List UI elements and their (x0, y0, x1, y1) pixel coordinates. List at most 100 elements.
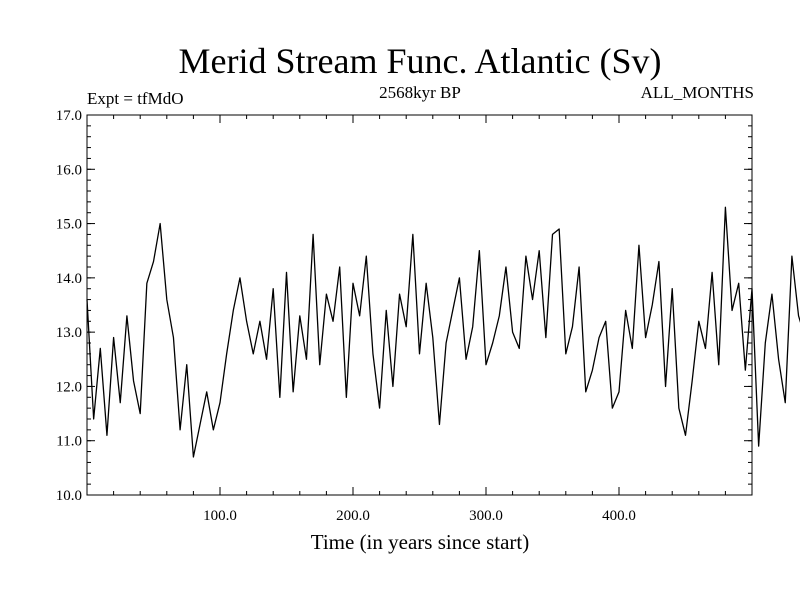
data-point (758, 445, 760, 447)
data-point (651, 304, 653, 306)
data-point (598, 337, 600, 339)
data-point (266, 358, 268, 360)
data-point (525, 255, 527, 257)
data-point (698, 320, 700, 322)
experiment-label: Expt = tfMdO (87, 89, 183, 108)
data-point (518, 348, 520, 350)
data-point (412, 234, 414, 236)
data-point (239, 277, 241, 279)
data-point (233, 310, 235, 312)
data-point (618, 391, 620, 393)
data-point (252, 353, 254, 355)
data-point (385, 310, 387, 312)
data-point (479, 250, 481, 252)
data-point (492, 342, 494, 344)
data-point (226, 353, 228, 355)
data-point (425, 282, 427, 284)
data-point (372, 353, 374, 355)
data-point (572, 326, 574, 328)
data-point (146, 282, 148, 284)
data-point (312, 234, 314, 236)
data-point (459, 277, 461, 279)
y-tick-label: 10.0 (56, 488, 82, 504)
data-point (731, 310, 733, 312)
data-point (133, 380, 135, 382)
data-point (605, 320, 607, 322)
chart-subtitle: 2568kyr BP (379, 83, 461, 102)
data-point (126, 315, 128, 317)
data-point (499, 315, 501, 317)
data-point (645, 337, 647, 339)
y-tick-label: 15.0 (56, 217, 82, 233)
data-point (465, 358, 467, 360)
data-point (286, 272, 288, 274)
data-point (186, 364, 188, 366)
data-point (578, 266, 580, 268)
data-point (332, 320, 334, 322)
y-tick-label: 16.0 (56, 162, 82, 178)
data-point (745, 369, 747, 371)
data-point (439, 424, 441, 426)
data-point (319, 364, 321, 366)
plot-frame (86, 114, 753, 496)
data-point (738, 282, 740, 284)
data-point (778, 358, 780, 360)
data-point (445, 342, 447, 344)
months-label: ALL_MONTHS (641, 83, 754, 102)
data-point (153, 261, 155, 263)
data-point (159, 223, 161, 225)
data-point (538, 250, 540, 252)
data-point (632, 348, 634, 350)
data-point (791, 255, 793, 257)
data-point (552, 234, 554, 236)
data-point (585, 391, 587, 393)
data-point (691, 380, 693, 382)
data-point (771, 293, 773, 295)
data-point (272, 288, 274, 290)
data-point (532, 299, 534, 301)
data-point (705, 348, 707, 350)
data-point (193, 456, 195, 458)
data-point (765, 342, 767, 344)
data-point (685, 434, 687, 436)
data-point (665, 386, 667, 388)
data-point (352, 282, 354, 284)
data-point (279, 396, 281, 398)
data-point (718, 364, 720, 366)
x-tick-label: 400.0 (602, 508, 636, 524)
data-point (472, 326, 474, 328)
data-point (346, 396, 348, 398)
data-point (326, 293, 328, 295)
y-tick-label: 11.0 (56, 434, 82, 450)
data-point (113, 337, 115, 339)
data-point (545, 337, 547, 339)
y-tick-label: 14.0 (56, 271, 82, 287)
series-layer (86, 206, 800, 458)
data-point (798, 315, 800, 317)
data-point (658, 261, 660, 263)
data-point (485, 364, 487, 366)
series-line (86, 206, 800, 458)
data-point (405, 326, 407, 328)
data-point (106, 434, 108, 436)
data-point (246, 320, 248, 322)
x-tick-label: 100.0 (203, 508, 237, 524)
data-point (206, 391, 208, 393)
data-point (638, 244, 640, 246)
data-point (366, 255, 368, 257)
data-point (219, 402, 221, 404)
data-point (452, 310, 454, 312)
data-point (784, 402, 786, 404)
data-point (259, 320, 261, 322)
data-point (625, 310, 627, 312)
data-point (612, 407, 614, 409)
y-tick-label: 17.0 (56, 108, 82, 124)
data-point (179, 429, 181, 431)
x-tick-label: 200.0 (336, 508, 370, 524)
data-point (93, 418, 95, 420)
data-point (199, 424, 201, 426)
data-point (166, 299, 168, 301)
data-point (711, 272, 713, 274)
data-point (173, 337, 175, 339)
